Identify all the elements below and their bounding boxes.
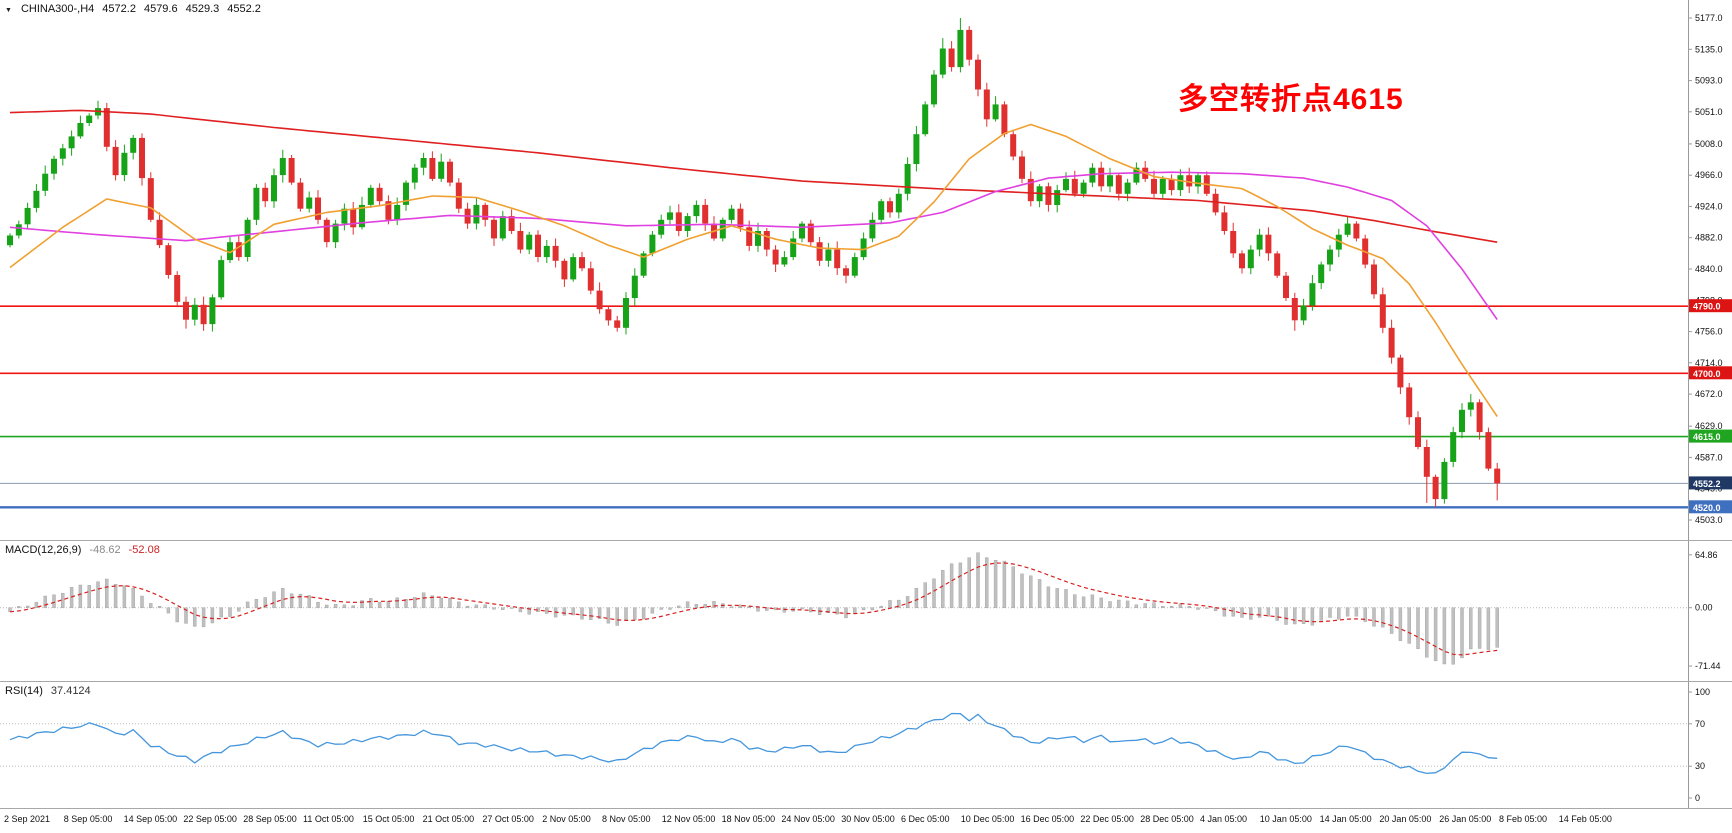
rsi-line [9,712,1498,775]
svg-text:0.00: 0.00 [1695,603,1713,613]
svg-text:4924.0: 4924.0 [1695,201,1723,211]
candlestick-chart[interactable]: 5177.0 5135.0 5093.0 5051.0 5008.0 4966.0 4924… [0,0,1732,540]
macd-histogram [8,552,1499,665]
time-axis-label: 4 Jan 05:00 [1200,814,1248,824]
time-axis-label: 6 Dec 05:00 [901,814,950,824]
macd-pane: 64.86 0.00 -71.44 MACD(12,26,9) -48.62 -52… [0,541,1732,682]
price-axis[interactable]: 5177.0 5135.0 5093.0 5051.0 5008.0 4966.0 4924… [1688,13,1723,525]
time-axis-label: 8 Feb 05:00 [1499,814,1548,824]
ma-slow-red[interactable] [9,109,1498,243]
svg-text:5093.0: 5093.0 [1695,76,1723,86]
macd-axis: 64.86 0.00 -71.44 [1688,550,1721,671]
time-axis-label: 27 Oct 05:00 [482,814,534,824]
quote-open: 4572.2 [102,3,136,15]
time-axis-label: 10 Jan 05:00 [1259,814,1312,824]
svg-text:4520.0: 4520.0 [1693,503,1721,513]
time-axis-label: 14 Feb 05:00 [1558,814,1612,824]
svg-text:30: 30 [1695,761,1705,771]
svg-text:-71.44: -71.44 [1695,661,1721,671]
svg-text:100: 100 [1695,687,1710,697]
svg-text:5051.0: 5051.0 [1695,107,1723,117]
macd-indicator-chart[interactable]: 64.86 0.00 -71.44 [0,541,1732,681]
svg-text:4966.0: 4966.0 [1695,170,1723,180]
quote-low: 4529.3 [185,3,220,15]
svg-text:4790.0: 4790.0 [1693,302,1721,312]
symbol-dropdown-icon[interactable]: ▼ [5,7,12,14]
level-price-badge: 4790.0 [1689,299,1732,313]
svg-text:4629.0: 4629.0 [1695,421,1723,431]
time-axis-label: 8 Sep 05:00 [63,814,113,824]
rsi-axis: 100 70 30 0 [1688,687,1710,803]
symbol-period-label: CHINA300-,H4 [20,3,95,15]
time-axis-label: 8 Nov 05:00 [602,814,651,824]
svg-text:5177.0: 5177.0 [1695,13,1723,23]
time-axis-label: 24 Nov 05:00 [781,814,835,824]
current-price-badge: 4552.2 [1689,476,1732,490]
time-axis-label: 10 Dec 05:00 [960,814,1015,824]
time-axis-label: 12 Nov 05:00 [661,814,716,824]
svg-text:4615.0: 4615.0 [1693,432,1721,442]
time-axis-label: 22 Sep 05:00 [183,814,237,824]
svg-text:4672.0: 4672.0 [1695,389,1723,399]
quote-close: 4552.2 [227,3,261,15]
time-axis-label: 16 Dec 05:00 [1020,814,1075,824]
time-axis-label: 18 Nov 05:00 [721,814,776,824]
time-axis-label: 14 Sep 05:00 [123,814,178,824]
svg-text:5135.0: 5135.0 [1695,44,1723,54]
svg-text:4700.0: 4700.0 [1693,369,1721,379]
time-axis-label: 2 Nov 05:00 [542,814,591,824]
level-price-badge: 4615.0 [1689,429,1732,443]
main-chart-pane: 5177.0 5135.0 5093.0 5051.0 5008.0 4966.0 4924… [0,0,1732,541]
time-axis-label: 14 Jan 05:00 [1319,814,1372,824]
ma-mid-magenta[interactable] [9,171,1498,321]
rsi-indicator-chart[interactable]: 100 70 30 0 [0,682,1732,808]
level-price-badge: 4700.0 [1689,366,1732,380]
symbol-quote-header: ▼ CHINA300-,H4 4572.2 4579.6 4529.3 4552… [5,3,261,15]
macd-signal-value: -52.08 [128,544,160,556]
time-axis-label: 30 Nov 05:00 [841,814,895,824]
time-axis[interactable]: 2 Sep 2021 8 Sep 05:00 14 Sep 05:00 22 Sep … [0,809,1732,833]
time-axis-label: 28 Dec 05:00 [1140,814,1194,824]
macd-label: MACD(12,26,9) [5,544,82,556]
level-price-badge: 4520.0 [1689,500,1732,514]
svg-text:4882.0: 4882.0 [1695,233,1723,243]
macd-header: MACD(12,26,9) -48.62 -52.08 [5,544,160,556]
svg-text:4714.0: 4714.0 [1695,358,1723,368]
annotation-text[interactable]: 多空转折点4615 [1178,83,1404,116]
time-axis-label: 21 Oct 05:00 [422,814,475,824]
svg-text:4587.0: 4587.0 [1695,452,1723,462]
time-axis-label: 26 Jan 05:00 [1439,814,1492,824]
svg-text:5008.0: 5008.0 [1695,139,1723,149]
quote-high: 4579.6 [143,3,178,15]
macd-signal-line [9,562,1498,656]
rsi-pane: 100 70 30 0 RSI(14) 37.4124 [0,682,1732,809]
time-axis-label: 2 Sep 2021 [4,814,51,824]
rsi-current-value: 37.4124 [50,685,91,697]
time-axis-label: 11 Oct 05:00 [303,814,354,824]
time-axis-label: 15 Oct 05:00 [362,814,415,824]
svg-text:4840.0: 4840.0 [1695,264,1723,274]
rsi-label: RSI(14) [5,685,43,697]
ma-fast-orange[interactable] [9,123,1498,417]
macd-main-value: -48.62 [89,544,121,556]
candles [7,18,1501,508]
svg-text:70: 70 [1695,719,1705,729]
svg-text:0: 0 [1695,793,1700,803]
svg-text:4503.0: 4503.0 [1695,515,1723,525]
rsi-header: RSI(14) 37.4124 [5,685,91,697]
svg-text:4756.0: 4756.0 [1695,327,1723,337]
time-axis-label: 20 Jan 05:00 [1379,814,1432,824]
svg-text:4552.2: 4552.2 [1693,479,1721,489]
time-axis-label: 28 Sep 05:00 [243,814,297,824]
svg-text:64.86: 64.86 [1695,550,1718,560]
time-axis-label: 22 Dec 05:00 [1080,814,1134,824]
